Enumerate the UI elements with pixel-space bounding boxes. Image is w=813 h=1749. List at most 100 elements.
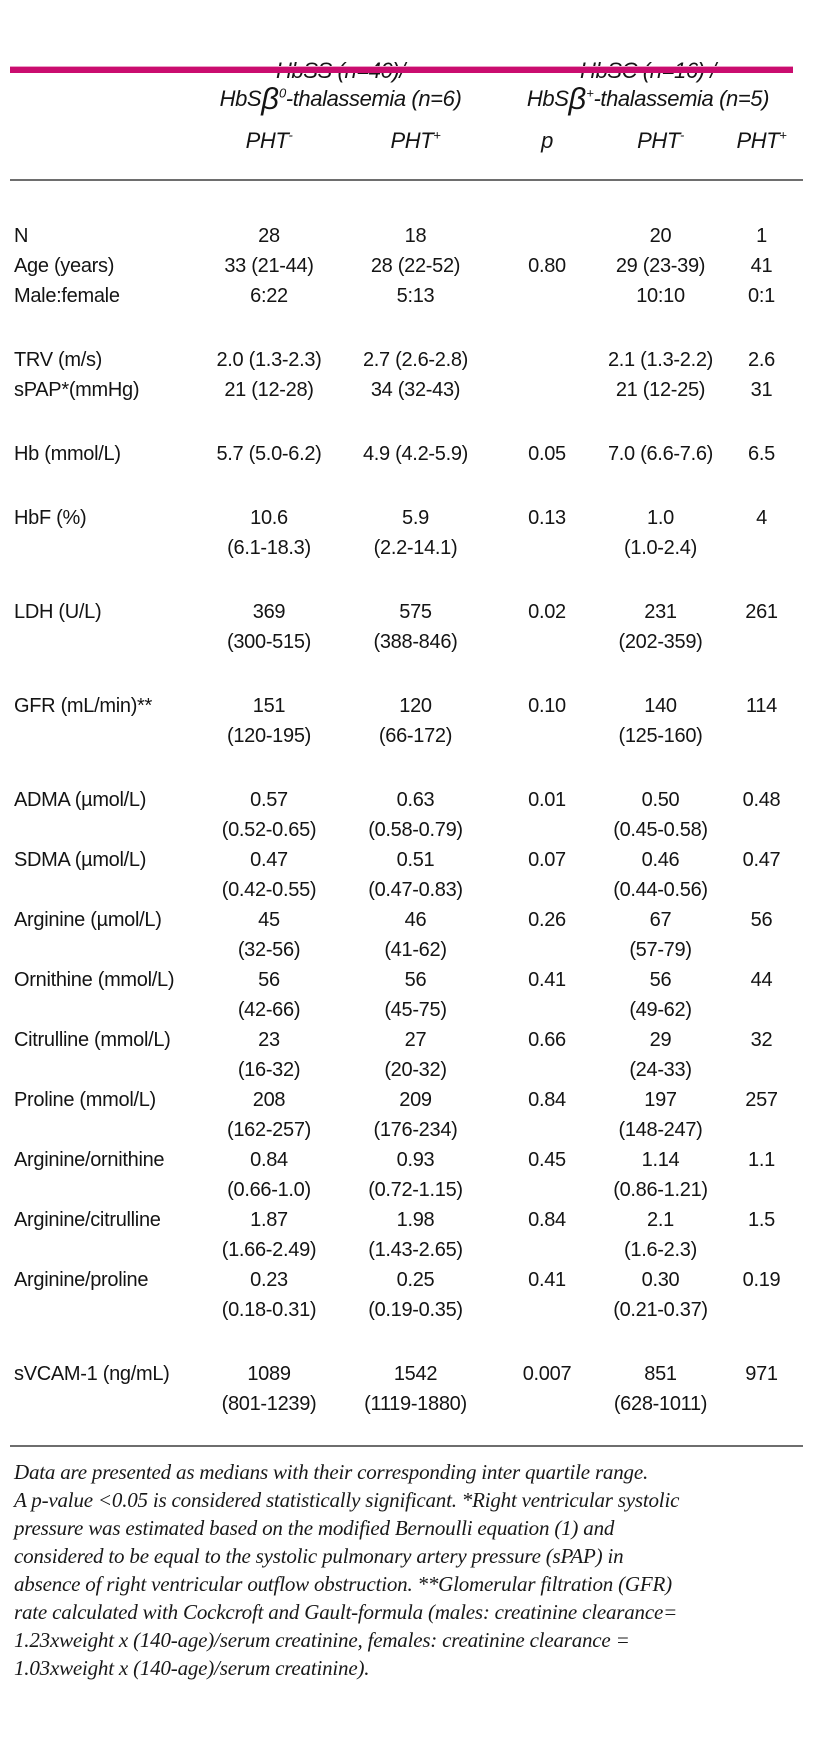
median-value: 4 — [756, 507, 767, 529]
table-row: ADMA (µmol/L) 0.57 (0.52-0.65) 0.63 (0.5… — [0, 785, 813, 845]
p-value: 0.007 — [522, 1363, 572, 1385]
iqr-range: (0.18-0.31) — [221, 1299, 317, 1321]
median-value: 23 — [258, 1029, 280, 1051]
cell-pht-pos-left: 2.7 (2.6-2.8) — [344, 345, 487, 375]
median-value: 971 — [745, 1363, 778, 1385]
median-value: 56 — [750, 909, 773, 931]
cell-pht-pos-right: 56 — [714, 905, 809, 965]
median-value: 120 — [399, 695, 432, 717]
median-value: 31 — [750, 379, 773, 401]
p-value: 0.84 — [528, 1209, 566, 1231]
row-label: Age (years) — [14, 255, 115, 277]
row-label: Arginine (µmol/L) — [14, 909, 162, 931]
median-value: 2.1 (1.3-2.2) — [607, 349, 714, 371]
paper-table-page: HbSS (n=40)/ HbSβ0-thalassemia (n=6) HbS… — [0, 57, 813, 1682]
iqr-range: (2.2-14.1) — [373, 537, 458, 559]
median-value: 21 (12-25) — [615, 379, 706, 401]
cell-pht-pos-left: 18 — [344, 221, 487, 251]
iqr-range: (24-33) — [629, 1059, 692, 1081]
median-value: 2.0 (1.3-2.3) — [216, 349, 322, 371]
iqr-range: (162-257) — [226, 1119, 312, 1141]
cell-p-value: 0.26 — [487, 905, 607, 965]
iqr-range: (0.86-1.21) — [613, 1179, 708, 1201]
header-rule — [10, 179, 803, 181]
median-value: 114 — [746, 695, 777, 717]
table-row: sPAP*(mmHg) 21 (12-28) 34 (32-43) 21 (12… — [0, 375, 813, 405]
cell-pht-neg-right: 21 (12-25) — [607, 375, 714, 405]
cell-pht-neg-right: 140 (125-160) — [607, 691, 714, 751]
iqr-range: (0.58-0.79) — [368, 819, 463, 841]
median-value: 231 — [644, 601, 677, 623]
table-row: HbF (%) 10.6 (6.1-18.3) 5.9 (2.2-14.1) 0… — [0, 503, 813, 563]
p-value: 0.66 — [528, 1029, 566, 1051]
median-value: 56 — [649, 969, 672, 991]
cell-pht-pos-right: 0:1 — [714, 281, 809, 311]
cell-pht-pos-left: 46 (41-62) — [344, 905, 487, 965]
footnote-line: 1.03xweight x (140-age)/serum creatinine… — [14, 1656, 370, 1680]
cell-pht-pos-left: 1542 (1119-1880) — [344, 1359, 487, 1419]
median-value: 0.50 — [641, 789, 680, 811]
iqr-range: (120-195) — [226, 725, 312, 747]
table-row: Ornithine (mmol/L) 56 (42-66) 56 (45-75)… — [0, 965, 813, 1025]
iqr-range: (125-160) — [618, 725, 703, 747]
median-value: 0.47 — [250, 849, 288, 871]
cell-pht-pos-left: 0.63 (0.58-0.79) — [344, 785, 487, 845]
cell-pht-pos-left: 0.51 (0.47-0.83) — [344, 845, 487, 905]
p-value: 0.80 — [528, 255, 566, 277]
median-value: 1542 — [393, 1363, 438, 1385]
median-value: 1.14 — [641, 1149, 680, 1171]
cell-p-value: 0.41 — [487, 965, 607, 1025]
cell-pht-pos-right: 31 — [714, 375, 809, 405]
p-value: 0.41 — [528, 969, 566, 991]
median-value: 44 — [750, 969, 773, 991]
table-row: sVCAM-1 (ng/mL) 1089 (801-1239) 1542 (11… — [0, 1359, 813, 1419]
cell-pht-pos-right: 1.1 — [714, 1145, 809, 1205]
median-value: 1.87 — [250, 1209, 288, 1231]
median-value: 0.57 — [250, 789, 288, 811]
cell-p-value: 0.07 — [487, 845, 607, 905]
cell-pht-neg-left: 1089 (801-1239) — [194, 1359, 344, 1419]
table-row: Male:female 6:22 5:13 10:10 0:1 — [0, 281, 813, 311]
cell-pht-pos-right: 41 — [714, 251, 809, 281]
cell-pht-neg-left: 23 (16-32) — [194, 1025, 344, 1085]
cell-pht-pos-left: 4.9 (4.2-5.9) — [344, 439, 487, 469]
table-row: Age (years) 33 (21-44) 28 (22-52) 0.80 2… — [0, 251, 813, 281]
median-value: 34 (32-43) — [370, 379, 461, 401]
row-label: ADMA (µmol/L) — [14, 789, 147, 811]
median-value: 2.1 — [647, 1209, 674, 1231]
iqr-range: (6.1-18.3) — [227, 537, 311, 559]
cell-pht-pos-right: 114 — [714, 691, 809, 751]
cell-pht-neg-left: 208 (162-257) — [194, 1085, 344, 1145]
table-body: N 28 18 20 1 Age (years) 33 (21-44) 28 (… — [0, 221, 813, 1419]
median-value: 28 (22-52) — [370, 255, 461, 277]
footnote-line: absence of right ventricular outflow obs… — [14, 1572, 672, 1596]
median-value: 28 — [258, 225, 280, 247]
cell-pht-pos-left: 56 (45-75) — [344, 965, 487, 1025]
row-label: Ornithine (mmol/L) — [14, 969, 175, 991]
iqr-range: (202-359) — [618, 631, 703, 653]
iqr-range: (20-32) — [384, 1059, 447, 1081]
column-group-hbss: HbSS (n=40)/ HbSβ0-thalassemia (n=6) — [194, 57, 487, 114]
table-row: N 28 18 20 1 — [0, 221, 813, 251]
iqr-range: (41-62) — [384, 939, 447, 961]
median-value: 369 — [252, 601, 286, 623]
median-value: 6:22 — [250, 285, 288, 307]
p-value: 0.02 — [528, 601, 566, 623]
median-value: 0.84 — [250, 1149, 288, 1171]
cell-pht-neg-left: 0.57 (0.52-0.65) — [194, 785, 344, 845]
iqr-range: (32-56) — [237, 939, 301, 961]
cell-pht-neg-right: 851 (628-1011) — [607, 1359, 714, 1419]
median-value: 1.0 — [647, 507, 674, 529]
median-value: 151 — [252, 695, 286, 717]
p-value: 0.26 — [528, 909, 566, 931]
cell-pht-pos-left: 0.25 (0.19-0.35) — [344, 1265, 487, 1325]
median-value: 575 — [399, 601, 432, 623]
table-row: SDMA (µmol/L) 0.47 (0.42-0.55) 0.51 (0.4… — [0, 845, 813, 905]
cell-p-value: 0.45 — [487, 1145, 607, 1205]
cell-pht-neg-left: 56 (42-66) — [194, 965, 344, 1025]
median-value: 29 (23-39) — [615, 255, 706, 277]
iqr-range: (49-62) — [629, 999, 692, 1021]
median-value: 140 — [644, 695, 677, 717]
cell-p-value — [487, 221, 607, 251]
cell-pht-pos-right: 44 — [714, 965, 809, 1025]
